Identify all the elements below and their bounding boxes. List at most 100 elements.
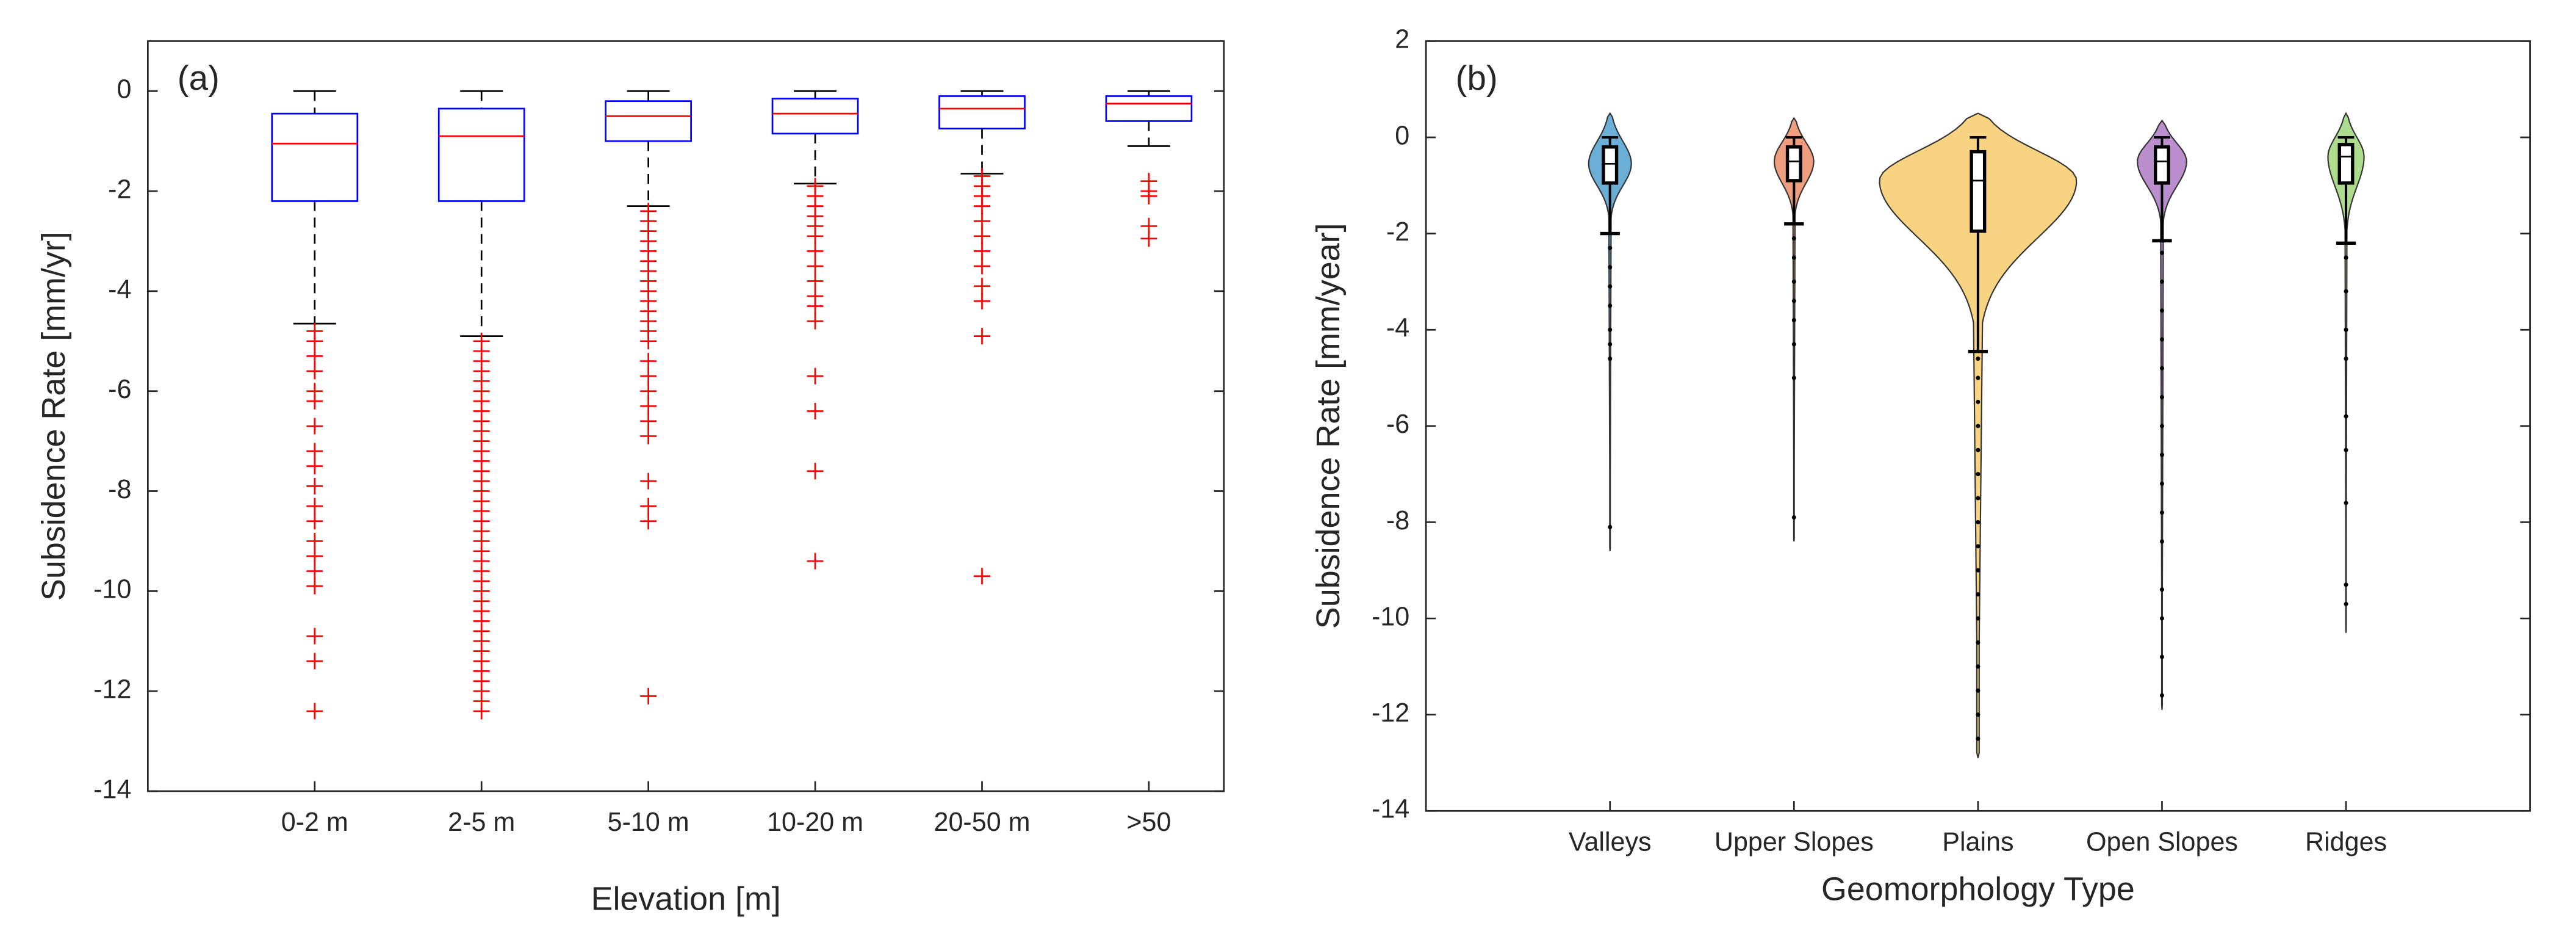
outlier — [2344, 582, 2348, 587]
outlier — [1976, 472, 1981, 477]
outlier — [1791, 317, 1796, 322]
violin — [2327, 112, 2365, 633]
y-tick-label: 0 — [1395, 121, 1409, 150]
outlier — [1976, 616, 1981, 621]
outlier — [306, 333, 323, 350]
plot-frame — [146, 40, 1225, 792]
y-axis-label: Subsidence Rate [mm/year] — [1310, 223, 1347, 629]
x-tick-label: Open Slopes — [2086, 828, 2238, 857]
box — [1105, 95, 1193, 122]
y-tick-label: -4 — [1386, 314, 1409, 343]
outlier — [1791, 255, 1796, 260]
outlier — [640, 413, 657, 430]
x-tick-label: Ridges — [2305, 828, 2387, 857]
outlier — [2159, 587, 2164, 592]
outlier — [2159, 279, 2164, 284]
outlier — [306, 577, 323, 595]
outlier — [1608, 327, 1613, 332]
x-tick-label: Valleys — [1569, 828, 1652, 857]
outlier — [1608, 356, 1613, 361]
x-tick-label: Plains — [1942, 828, 2013, 857]
outlier — [1791, 236, 1796, 241]
outlier — [306, 563, 323, 580]
outlier — [974, 228, 990, 245]
outlier — [1608, 524, 1613, 529]
outlier — [807, 273, 824, 289]
outlier — [974, 328, 990, 345]
outlier — [640, 687, 657, 704]
outlier — [640, 397, 657, 415]
outlier — [1791, 342, 1796, 347]
outlier — [473, 703, 490, 720]
outlier — [640, 472, 657, 490]
outlier — [1976, 736, 1981, 741]
outlier — [640, 427, 657, 444]
outlier — [807, 242, 824, 259]
outlier — [2159, 616, 2164, 621]
y-tick-label: -14 — [1372, 795, 1409, 824]
y-tick-label: -2 — [1386, 217, 1409, 247]
outlier — [2159, 481, 2164, 486]
outlier — [306, 347, 323, 364]
box — [271, 112, 359, 202]
outlier — [1976, 544, 1981, 549]
y-tick-label: -12 — [1372, 698, 1409, 728]
outlier — [1976, 424, 1981, 429]
outlier — [1791, 299, 1796, 303]
outlier — [807, 228, 824, 245]
x-tick-label: 10-20 m — [767, 808, 863, 837]
x-tick-label: 5-10 m — [608, 808, 689, 837]
outlier — [2159, 366, 2164, 371]
outlier — [1608, 284, 1613, 289]
x-tick-label: >50 — [1126, 808, 1171, 837]
outlier — [2344, 255, 2348, 260]
y-tick-label: 2 — [1395, 25, 1409, 54]
violin — [1588, 112, 1632, 551]
outlier — [1976, 568, 1981, 573]
outlier — [306, 653, 323, 670]
outlier — [640, 333, 657, 350]
y-tick-label: -4 — [108, 275, 131, 304]
y-tick-label: -8 — [1386, 506, 1409, 535]
outlier — [640, 367, 657, 385]
outlier — [1140, 230, 1157, 247]
outlier — [974, 258, 990, 275]
outlier — [306, 513, 323, 530]
box — [2154, 145, 2170, 185]
outlier — [2159, 308, 2164, 313]
outlier — [640, 353, 657, 370]
outlier — [2159, 250, 2164, 255]
x-tick-label: 0-2 m — [281, 808, 348, 837]
box — [605, 100, 692, 142]
outlier — [1976, 664, 1981, 669]
outlier — [306, 498, 323, 515]
outlier — [306, 703, 323, 720]
outlier — [1791, 279, 1796, 284]
outlier — [807, 403, 824, 419]
outlier — [306, 548, 323, 565]
outlier — [306, 393, 323, 410]
x-tick-label: 2-5 m — [448, 808, 515, 837]
outlier — [2344, 356, 2348, 361]
outlier — [640, 498, 657, 515]
outlier — [2344, 327, 2348, 332]
outlier — [1608, 303, 1613, 308]
box — [437, 107, 525, 202]
outlier — [807, 367, 824, 385]
outlier — [2344, 601, 2348, 606]
outlier — [974, 212, 990, 230]
x-axis-label: Geomorphology Type — [1821, 871, 2135, 908]
outlier — [1976, 399, 1981, 404]
outlier — [974, 568, 990, 585]
outlier — [1791, 515, 1796, 520]
outlier — [306, 443, 323, 460]
outlier — [2159, 395, 2164, 400]
x-axis-label: Elevation [m] — [591, 881, 781, 918]
outlier — [1976, 519, 1981, 524]
outlier — [807, 463, 824, 480]
box — [2337, 143, 2355, 185]
outlier — [2159, 654, 2164, 659]
box — [1602, 145, 1619, 185]
outlier — [974, 198, 990, 215]
outlier — [2344, 447, 2348, 452]
